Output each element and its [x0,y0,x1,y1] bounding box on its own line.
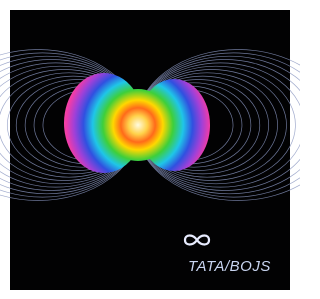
artist-name: TATA/BOJS [188,258,271,275]
page: {"cover": {"artist": "TATA/BOJS"}} TATA/… [0,0,300,299]
album-cover: TATA/BOJS [0,0,300,299]
core [102,89,174,161]
